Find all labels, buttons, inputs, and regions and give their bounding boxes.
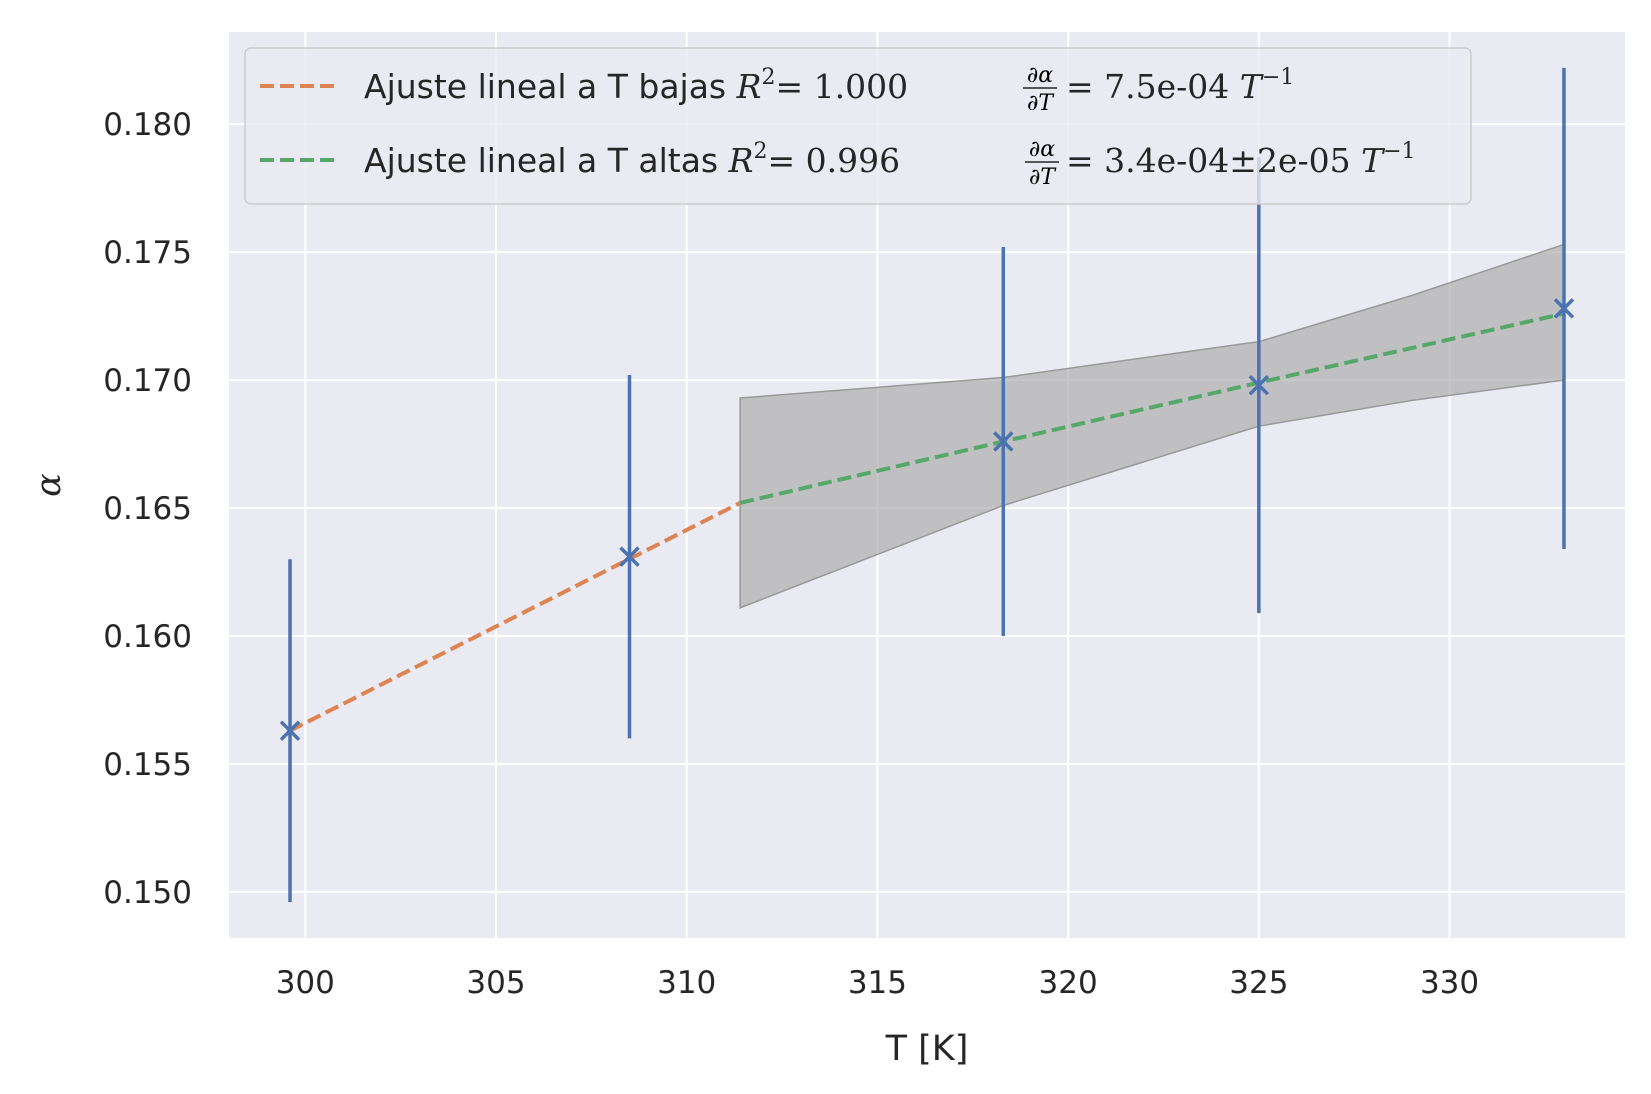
x-tick-label: 320 xyxy=(1039,965,1098,1001)
legend-high-fit-deriv-num: ∂α xyxy=(1029,137,1055,162)
legend-low-fit-r2-symbol: R xyxy=(736,67,762,106)
y-tick-labels: 0.150 0.155 0.160 0.165 0.170 0.175 0.180 xyxy=(103,107,192,911)
y-tick-label: 0.150 xyxy=(103,875,192,911)
y-tick-label: 0.155 xyxy=(103,747,192,783)
y-tick-label: 0.170 xyxy=(103,363,192,399)
legend-high-fit-r2-exp: 2 xyxy=(753,139,767,164)
legend-high-fit-r2-symbol: R xyxy=(728,141,754,180)
legend-high-fit-unit-exp: −1 xyxy=(1383,139,1415,164)
legend: Ajuste lineal a T bajas R2= 1.000 ∂α ∂T … xyxy=(244,47,1472,205)
data-point-marker xyxy=(1248,374,1270,396)
data-point-marker xyxy=(619,546,640,567)
data-point-marker xyxy=(993,431,1014,452)
legend-low-fit-slope: = 7.5e-04 T−1 xyxy=(1066,65,1294,106)
legend-high-fit-r2-value: = 0.996 xyxy=(767,141,900,180)
y-tick-label: 0.180 xyxy=(103,107,192,143)
series-layer xyxy=(289,311,1565,733)
legend-entry-low-fit: Ajuste lineal a T bajas R2= 1.000 xyxy=(364,65,908,106)
y-tick-label: 0.160 xyxy=(103,619,192,655)
legend-low-fit-deriv-den: ∂T xyxy=(1027,91,1055,116)
measurement-layer xyxy=(279,67,1575,903)
legend-low-fit-unit-exp: −1 xyxy=(1262,65,1294,90)
legend-high-fit-deriv-den: ∂T xyxy=(1029,165,1057,190)
legend-high-fit-slope-value: = 3.4e-04±2e-05 xyxy=(1066,141,1361,180)
legend-high-fit-unit: T xyxy=(1361,141,1386,180)
x-tick-label: 325 xyxy=(1229,965,1288,1001)
legend-low-fit-r2-exp: 2 xyxy=(761,65,775,90)
y-tick-label: 0.165 xyxy=(103,491,192,527)
legend-low-fit-prefix: Ajuste lineal a T bajas xyxy=(364,67,737,106)
data-point-marker xyxy=(279,720,301,741)
legend-high-fit-prefix: Ajuste lineal a T altas xyxy=(364,141,729,180)
legend-low-fit-slope-value: = 7.5e-04 xyxy=(1066,67,1240,106)
legend-low-fit-unit: T xyxy=(1240,67,1265,106)
x-tick-label: 315 xyxy=(848,965,907,1001)
low-temperature-fit-line xyxy=(289,501,742,733)
x-tick-labels: 300 305 310 315 320 325 330 xyxy=(276,965,1479,1001)
high-temperature-fit-line xyxy=(739,311,1565,505)
legend-high-fit-slope: = 3.4e-04±2e-05 T−1 xyxy=(1066,139,1416,180)
x-tick-label: 330 xyxy=(1420,965,1479,1001)
y-axis-label: α xyxy=(29,473,69,497)
y-tick-label: 0.175 xyxy=(103,235,192,271)
data-point-marker xyxy=(1553,298,1575,319)
legend-low-fit-r2-value: = 1.000 xyxy=(775,67,908,106)
x-axis-label: T [K] xyxy=(885,1029,969,1069)
legend-low-fit-deriv-num: ∂α xyxy=(1027,63,1053,88)
x-tick-label: 300 xyxy=(276,965,335,1001)
legend-frame xyxy=(244,47,1472,205)
legend-entry-high-fit: Ajuste lineal a T altas R2= 0.996 xyxy=(364,139,900,180)
x-tick-label: 305 xyxy=(466,965,525,1001)
x-tick-label: 310 xyxy=(657,965,716,1001)
